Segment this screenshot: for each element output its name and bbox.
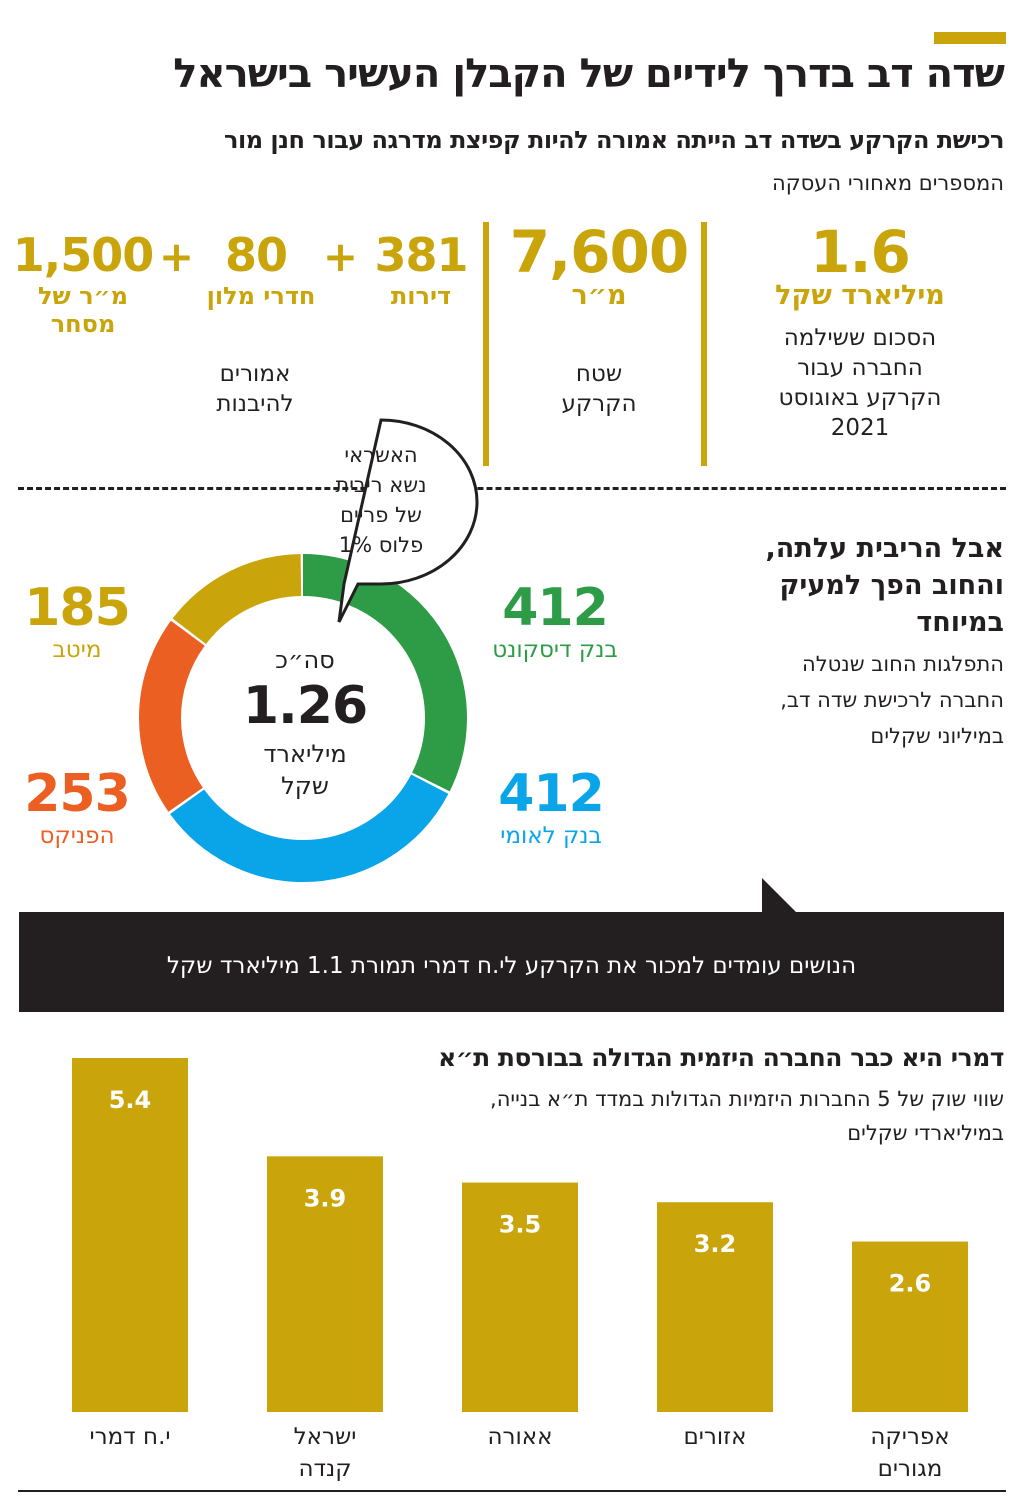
price-desc-line: הסכום ששילמה xyxy=(783,325,937,351)
bar-azorim xyxy=(657,1202,773,1412)
speech-bubble xyxy=(337,418,479,623)
price-description: הסכום ששילמה החברה עבור הקרקע באוגוסט 20… xyxy=(724,323,996,443)
subheadline: רכישת הקרקע בשדה דב הייתה אמורה להיות קפ… xyxy=(224,126,1004,154)
apartments-unit: דירות xyxy=(390,282,452,310)
headline: שדה דב בדרך לידיים של הקבלן העשיר בישראל xyxy=(173,51,1005,97)
bottom-rule xyxy=(18,1490,1006,1492)
accent-bar xyxy=(934,32,1006,44)
commerce-unit: מ״ר של מסחר xyxy=(12,282,154,338)
phoenix-label: הפניקס xyxy=(39,823,115,849)
sale-banner-text: הנושים עומדים למכור את הקרקע לי.ח דמרי ת… xyxy=(166,953,857,979)
area-desc-line: שטח xyxy=(575,361,623,387)
donut-segments xyxy=(139,554,467,882)
plus-sign: + xyxy=(158,232,194,281)
debt-desc-line: החברה לרכישת שדה דב, xyxy=(780,688,1004,712)
donut-total-value: 1.26 xyxy=(242,676,368,736)
bar-value-label: 5.4 xyxy=(109,1086,152,1114)
bubble-line: של פריים xyxy=(340,503,422,527)
planned-desc-line: אמורים xyxy=(219,361,291,387)
price-desc-line: 2021 xyxy=(830,415,890,441)
bubble-line: פלוס 1% xyxy=(338,533,424,557)
hotel-rooms-unit: חדרי מלון xyxy=(206,282,316,310)
meitav-value: 185 xyxy=(24,578,131,638)
debt-desc-line: במיליוני שקלים xyxy=(870,724,1004,748)
commerce-unit-line: מסחר xyxy=(50,310,116,338)
bar-category-label: ישראל xyxy=(294,1424,357,1450)
meitav-label: מיטב xyxy=(52,637,102,663)
debt-desc-line: התפלגות החוב שנטלה xyxy=(802,652,1004,676)
section-kicker: המספרים מאחורי העסקה xyxy=(772,171,1004,195)
market-desc-line: שווי שוק של 5 החברות היזמיות הגדולות במד… xyxy=(490,1087,1004,1111)
speech-bubble-shape xyxy=(337,418,479,623)
bar-series: 5.4 י.ח דמרי 3.9 ישראל קנדה 3.5 אאורה 3.2 אזורים… xyxy=(72,1058,968,1482)
bar-category-label: מגורים xyxy=(878,1456,943,1482)
donut-total-unit: מיליארד שקל xyxy=(215,738,395,802)
price-desc-line: הקרקע באוגוסט xyxy=(778,385,942,411)
bar-value-label: 3.5 xyxy=(499,1211,542,1239)
debt-title-line: במיוחד xyxy=(916,607,1004,638)
area-description: שטח הקרקע xyxy=(496,359,702,419)
divider-line xyxy=(701,222,707,466)
total-unit-line: שקל xyxy=(281,772,329,800)
bar-category-label: י.ח דמרי xyxy=(89,1424,170,1450)
bar-dimri xyxy=(72,1058,188,1412)
bar-value-label: 2.6 xyxy=(889,1270,932,1298)
bar-israel-canada xyxy=(267,1156,383,1412)
divider-line xyxy=(483,222,489,466)
bar-value-label: 3.9 xyxy=(304,1184,347,1212)
area-number: 7,600 xyxy=(509,218,689,286)
donut-segment-discount xyxy=(139,554,467,882)
planned-desc-line: להיבנות xyxy=(216,391,294,417)
area-unit: מ״ר xyxy=(571,280,627,311)
bar-aura xyxy=(462,1182,578,1412)
market-desc-line: במיליארדי שקלים xyxy=(847,1121,1004,1145)
bar-category-label: קנדה xyxy=(298,1456,351,1482)
hotel-rooms-number: 80 xyxy=(224,228,288,282)
bar-category-label: אאורה xyxy=(487,1424,552,1450)
dashed-divider xyxy=(18,487,1006,490)
interest-bubble-text: האשראי נשא ריבית של פריים פלוס 1% xyxy=(293,440,469,560)
debt-section-title: אבל הריבית עלתה, והחוב הפך למעיק במיוחד xyxy=(734,530,1004,641)
market-cap-description: שווי שוק של 5 החברות היזמיות הגדולות במד… xyxy=(364,1082,1004,1150)
bubble-line: האשראי xyxy=(344,443,418,467)
leumi-label: בנק לאומי xyxy=(500,823,602,849)
price-number: 1.6 xyxy=(810,218,911,286)
plus-sign: + xyxy=(322,232,358,281)
discount-value: 412 xyxy=(502,578,609,638)
banner-notch-shape xyxy=(762,878,797,913)
commerce-unit-line: מ״ר של xyxy=(38,282,128,310)
price-desc-line: החברה עבור xyxy=(797,355,923,381)
sale-banner xyxy=(19,912,1004,1012)
area-desc-line: הקרקע xyxy=(561,391,637,417)
bar-africa-residences xyxy=(852,1241,968,1412)
apartments-number: 381 xyxy=(374,228,468,282)
price-unit: מיליארד שקל xyxy=(775,280,945,311)
leumi-value: 412 xyxy=(498,764,605,824)
bar-category-label: אפריקה xyxy=(870,1424,949,1450)
total-unit-line: מיליארד xyxy=(263,740,347,768)
bar-category-label: אזורים xyxy=(684,1424,747,1450)
bubble-line: נשא ריבית xyxy=(335,473,427,497)
discount-label: בנק דיסקונט xyxy=(492,637,618,663)
planned-description: אמורים להיבנות xyxy=(130,359,380,419)
market-cap-title: דמרי היא כבר החברה היזמית הגדולה בבורסת … xyxy=(438,1043,1004,1072)
bar-value-label: 3.2 xyxy=(694,1230,737,1258)
phoenix-value: 253 xyxy=(24,764,131,824)
donut-segment-leumi xyxy=(139,554,467,882)
donut-segment-phoenix xyxy=(139,554,467,882)
debt-section-description: התפלגות החוב שנטלה החברה לרכישת שדה דב, … xyxy=(734,646,1004,754)
debt-title-line: והחוב הפך למעיק xyxy=(779,570,1005,601)
debt-title-line: אבל הריבית עלתה, xyxy=(765,533,1004,564)
donut-total-label: סה״כ xyxy=(275,646,335,674)
commerce-number: 1,500 xyxy=(12,228,155,282)
